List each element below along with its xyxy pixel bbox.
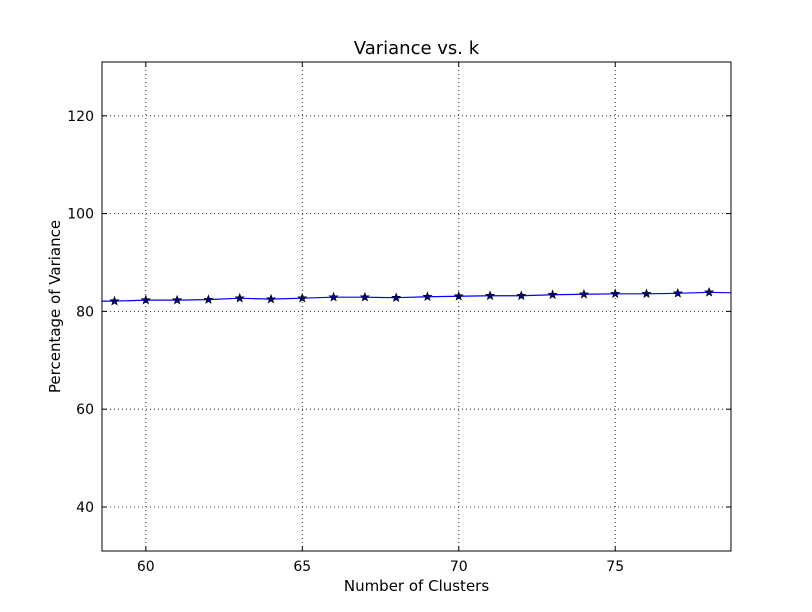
chart-title: Variance vs. k	[354, 38, 480, 59]
data-point-marker	[578, 288, 590, 299]
data-point-marker	[703, 286, 715, 297]
data-point-marker	[140, 294, 151, 305]
data-point-marker	[265, 293, 277, 304]
x-tick-label: 70	[450, 559, 468, 575]
data-point-marker	[453, 290, 464, 301]
axis-ticks: 60 65 70 75 40 60 80 100 120	[67, 62, 731, 575]
data-point-marker	[610, 288, 621, 299]
y-axis-label: Percentage of Variance	[46, 220, 64, 393]
grid-lines	[102, 62, 731, 551]
y-tick-label: 100	[67, 207, 94, 223]
series-layer	[102, 286, 732, 306]
data-point-marker	[422, 291, 433, 302]
data-point-marker	[172, 294, 183, 305]
x-tick-label: 65	[293, 559, 311, 575]
y-tick-label: 40	[76, 500, 94, 516]
data-point-marker	[641, 288, 652, 299]
data-point-marker	[484, 290, 496, 301]
data-point-marker	[359, 291, 370, 302]
data-point-marker	[547, 289, 558, 300]
data-point-marker	[297, 292, 308, 303]
data-point-marker	[109, 295, 120, 306]
x-tick-label: 60	[137, 559, 155, 575]
data-point-marker	[391, 292, 402, 303]
data-point-marker	[516, 290, 527, 301]
x-axis-label: Number of Clusters	[344, 577, 489, 595]
data-point-marker	[672, 287, 683, 298]
y-tick-label: 60	[76, 402, 94, 418]
data-point-marker	[203, 294, 214, 304]
plot-frame	[101, 61, 732, 552]
series-line	[102, 291, 732, 302]
y-tick-label: 120	[67, 109, 94, 125]
y-tick-label: 80	[76, 304, 94, 320]
data-point-marker	[328, 291, 339, 302]
data-point-marker	[234, 292, 245, 303]
x-tick-label: 75	[606, 559, 624, 575]
